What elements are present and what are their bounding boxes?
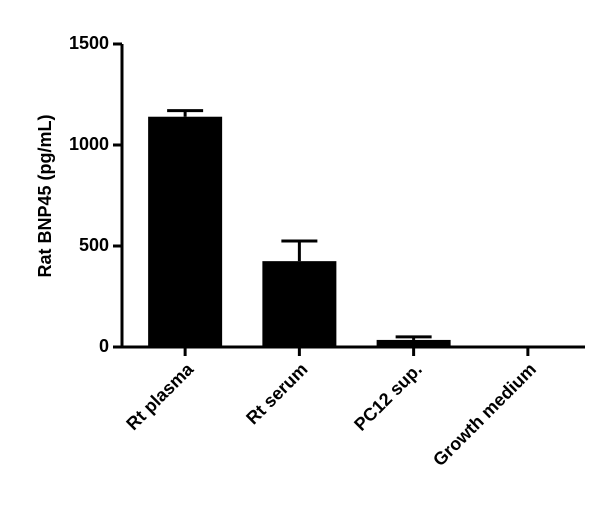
x-tick-label: Growth medium bbox=[429, 359, 540, 470]
x-tick-label: PC12 sup. bbox=[350, 359, 426, 435]
y-tick-label: 0 bbox=[99, 336, 109, 356]
x-tick-label: Rt plasma bbox=[122, 358, 198, 434]
bar bbox=[148, 116, 223, 347]
y-tick-label: 1000 bbox=[69, 134, 109, 154]
y-axis-label: Rat BNP45 (pg/mL) bbox=[35, 114, 55, 277]
bar bbox=[262, 261, 337, 347]
x-tick-label: Rt serum bbox=[242, 359, 311, 428]
y-tick-label: 1500 bbox=[69, 33, 109, 53]
bar bbox=[376, 339, 451, 347]
y-tick-label: 500 bbox=[79, 235, 109, 255]
